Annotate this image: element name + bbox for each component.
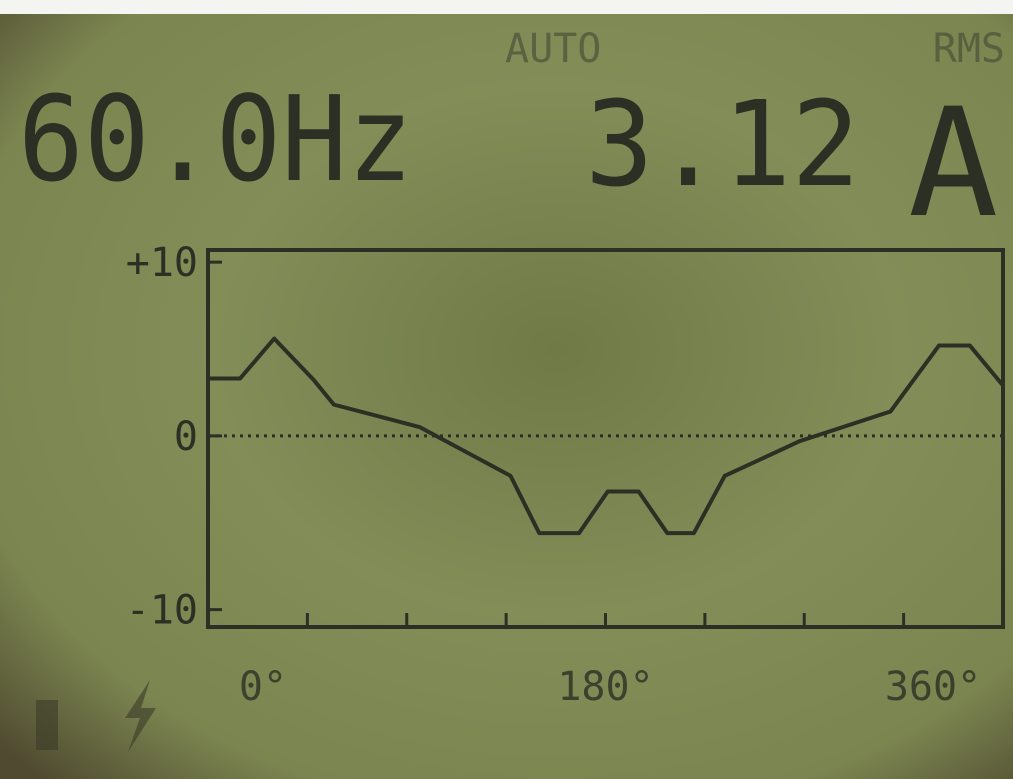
value-readout: 3.12 (585, 75, 860, 213)
frequency-readout: 60.0Hz (18, 70, 413, 208)
battery-icon (36, 700, 58, 750)
x-tick-label: 0° (239, 664, 287, 710)
y-tick-label: 0 (174, 414, 198, 460)
lightning-icon (125, 680, 156, 752)
waveform (208, 336, 1005, 536)
y-tick-label: -10 (126, 588, 198, 634)
measure-mode: RMS (933, 26, 1005, 72)
photo-border (0, 0, 1013, 14)
unit-readout: A (908, 77, 998, 251)
y-tick-label: +10 (126, 240, 198, 286)
range-mode: AUTO (505, 26, 601, 72)
x-tick-label: 360° (885, 664, 981, 710)
x-tick-label: 180° (557, 664, 653, 710)
